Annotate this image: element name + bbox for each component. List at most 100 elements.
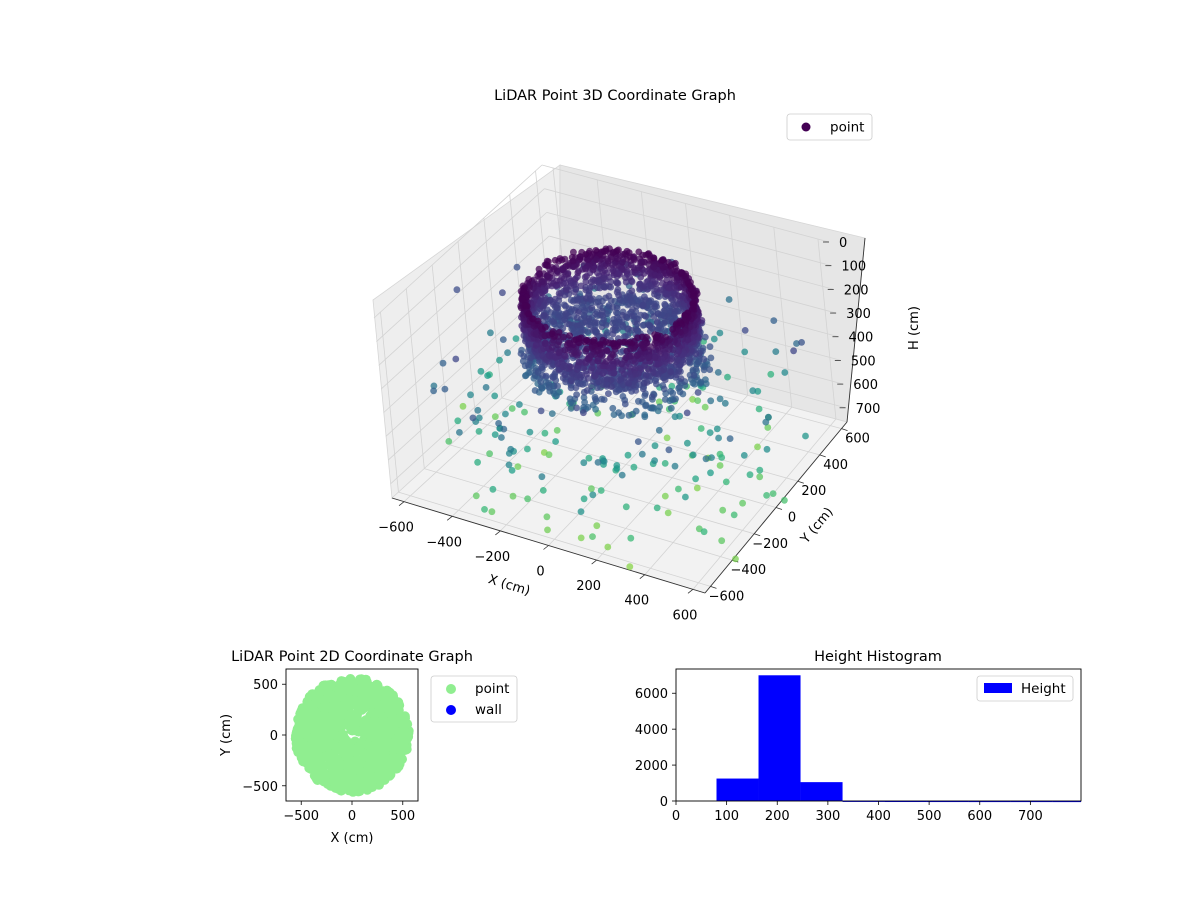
data-point-3d	[669, 389, 677, 397]
data-point-3d	[459, 402, 467, 410]
z-axis-line	[846, 237, 866, 423]
data-point-3d	[514, 463, 522, 470]
data-point-3d	[718, 454, 726, 461]
z-tick-label-3d: 200	[844, 283, 869, 298]
data-point-3d	[430, 382, 438, 390]
data-point-3d	[487, 329, 494, 337]
x-tick-label-3d: 200	[576, 579, 601, 594]
data-point-3d	[577, 508, 585, 515]
y-tick-label-3d: 0	[788, 511, 796, 526]
data-point-3d	[660, 385, 668, 393]
y-tick-label-2d: 500	[253, 678, 278, 693]
data-point-2d	[387, 696, 398, 707]
histogram-bar	[716, 778, 759, 801]
data-point-3d	[642, 296, 650, 304]
x-tick-3d	[543, 545, 549, 550]
data-point-3d	[504, 349, 511, 357]
data-point-3d	[585, 321, 593, 329]
data-point-3d	[540, 311, 548, 319]
y-tick-label-3d: 600	[845, 432, 870, 447]
x-tick-label-2d: 500	[390, 809, 415, 824]
data-point-3d	[632, 370, 639, 378]
x-tick-label-hist: 0	[672, 809, 680, 824]
data-point-3d	[582, 295, 590, 302]
data-point-3d	[445, 438, 453, 445]
data-point-3d	[756, 473, 764, 481]
data-point-3d	[673, 371, 680, 379]
data-point-2d	[356, 704, 367, 715]
data-point-3d	[754, 443, 761, 451]
data-point-3d	[689, 396, 696, 403]
data-point-3d	[615, 270, 622, 278]
data-point-3d	[588, 485, 595, 493]
data-point-3d	[495, 420, 502, 427]
data-point-3d	[583, 345, 591, 353]
data-point-3d	[541, 340, 549, 347]
data-point-3d	[568, 377, 575, 385]
grid-line	[544, 188, 832, 267]
data-point-3d	[624, 451, 632, 459]
data-point-3d	[642, 313, 650, 320]
x-tick-label-3d: −200	[474, 550, 510, 565]
data-point-3d	[521, 408, 528, 416]
data-point-3d	[716, 329, 724, 337]
data-point-3d	[609, 267, 617, 275]
data-point-2d	[305, 756, 316, 767]
data-point-3d	[645, 354, 652, 362]
data-point-3d	[548, 330, 556, 338]
y-tick-3d	[841, 428, 848, 431]
data-point-2d	[372, 734, 382, 745]
data-point-3d	[571, 263, 578, 270]
x-tick-3d	[398, 501, 405, 506]
data-point-3d	[474, 406, 482, 414]
data-point-3d	[477, 367, 485, 375]
x-tick-label-hist: 100	[714, 809, 739, 824]
data-point-3d	[697, 378, 705, 386]
data-point-3d	[532, 331, 540, 338]
data-point-3d	[756, 466, 764, 474]
data-point-2d	[378, 686, 389, 697]
data-point-3d	[589, 491, 597, 499]
data-point-3d	[593, 522, 601, 530]
data-point-3d	[702, 455, 710, 463]
data-point-3d	[725, 296, 733, 303]
data-point-3d	[682, 493, 689, 501]
data-point-3d	[537, 378, 545, 386]
data-point-3d	[716, 462, 724, 469]
data-point-3d	[566, 332, 573, 339]
data-point-3d	[502, 410, 509, 418]
x-tick-label-2d: −500	[283, 809, 319, 824]
data-point-3d	[580, 403, 587, 411]
data-point-3d	[567, 405, 575, 412]
data-point-3d	[755, 405, 763, 413]
z-tick-label-3d: 0	[839, 236, 847, 251]
data-point-3d	[746, 471, 754, 479]
data-point-3d	[622, 313, 630, 321]
data-point-3d	[764, 424, 772, 431]
data-point-3d	[749, 387, 757, 395]
data-point-3d	[505, 461, 513, 469]
x-tick-3d	[639, 574, 646, 580]
data-point-3d	[523, 302, 530, 310]
data-point-3d	[610, 339, 618, 347]
data-point-2d	[308, 700, 318, 711]
data-point-3d	[622, 278, 630, 286]
data-point-3d	[732, 555, 739, 563]
data-point-3d	[706, 343, 714, 351]
data-point-3d	[574, 269, 582, 277]
data-point-3d	[660, 320, 668, 327]
data-point-2d	[295, 708, 306, 719]
data-point-3d	[538, 473, 546, 481]
data-point-3d	[652, 333, 660, 341]
data-point-3d	[508, 467, 516, 474]
data-point-3d	[525, 310, 532, 318]
data-point-3d	[651, 457, 658, 464]
data-point-3d	[573, 314, 581, 322]
data-point-3d	[597, 487, 605, 494]
data-point-3d	[580, 459, 588, 467]
data-point-3d	[454, 417, 462, 425]
data-point-3d	[714, 369, 722, 376]
data-point-3d	[798, 339, 805, 346]
data-point-3d	[790, 347, 797, 355]
y-tick-label-3d: 200	[801, 484, 826, 499]
